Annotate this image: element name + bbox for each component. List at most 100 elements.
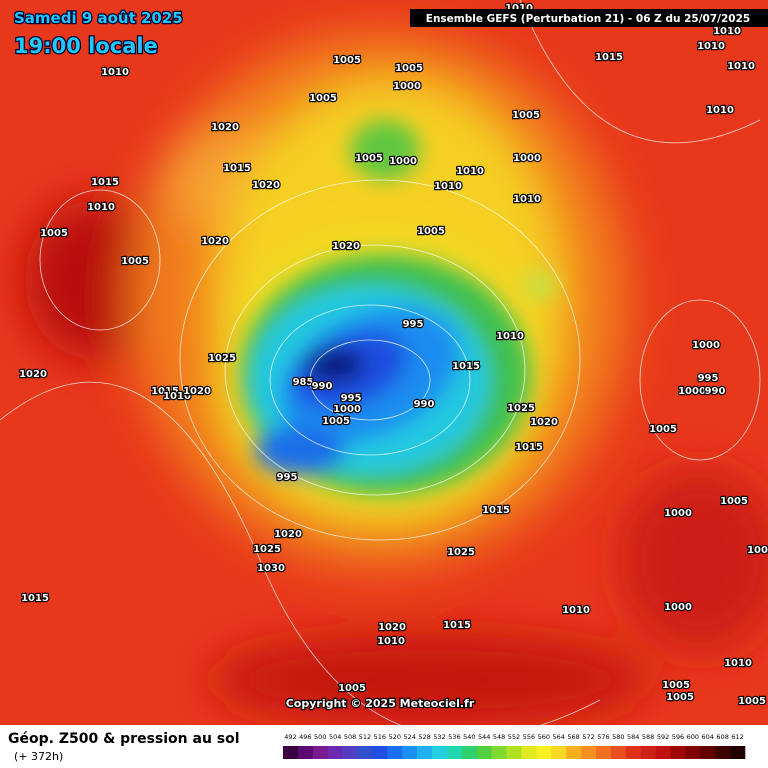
- isobar-label: 1010: [706, 105, 734, 116]
- scale-swatch: [506, 746, 522, 759]
- scale-label: 596: [672, 733, 684, 741]
- isobar-label: 1025: [208, 353, 236, 364]
- isobar-label: 995: [341, 393, 362, 404]
- scale-label: 580: [612, 733, 624, 741]
- scale-label: 612: [731, 733, 743, 741]
- scale-label: 500: [314, 733, 326, 741]
- scale-swatch: [402, 746, 418, 759]
- isobar-label: 1015: [443, 620, 471, 631]
- isobar-label: 1005: [747, 545, 768, 556]
- isobar-label: 1005: [738, 696, 766, 707]
- isobar-label: 1000: [389, 156, 417, 167]
- scale-swatch: [715, 746, 731, 759]
- scale-label: 572: [582, 733, 594, 741]
- isobar-label: 1005: [395, 63, 423, 74]
- scale-label: 544: [478, 733, 490, 741]
- scale-label: 536: [448, 733, 460, 741]
- isobar-label: 1020: [201, 236, 229, 247]
- scale-swatch: [551, 746, 567, 759]
- time: 19:00 locale: [14, 34, 158, 58]
- scale-swatch: [372, 746, 388, 759]
- isobar-label: 1000: [393, 81, 421, 92]
- isobar-label: 1010: [697, 41, 725, 52]
- color-scale: 492 496 500 504 508 512 516 520 524 528 532 536 540 5…: [283, 733, 746, 759]
- scale-swatch: [625, 746, 641, 759]
- scale-label: 540: [463, 733, 475, 741]
- isobar-label: 1020: [183, 386, 211, 397]
- isobar-label: 985: [293, 377, 314, 388]
- isobar-label: 1000: [664, 602, 692, 613]
- isobar-label: 1005: [417, 226, 445, 237]
- scale-label: 552: [508, 733, 520, 741]
- isobar-label: 1005: [338, 683, 366, 694]
- isobar-label: 1015: [91, 177, 119, 188]
- scale-swatch: [491, 746, 507, 759]
- isobar-label: 995: [403, 319, 424, 330]
- footer-lead: (+ 372h): [14, 750, 63, 763]
- isobar-label: 1005: [322, 416, 350, 427]
- run-box: [410, 9, 768, 27]
- isobar-label: 1010: [87, 202, 115, 213]
- scale-label: 592: [657, 733, 669, 741]
- isobar-label: 1005: [333, 55, 361, 66]
- scale-label: 548: [493, 733, 505, 741]
- isobar-label: 1005: [662, 680, 690, 691]
- isobar-label: 1005: [309, 93, 337, 104]
- scale-label: 532: [433, 733, 445, 741]
- date: Samedi 9 août 2025: [14, 9, 183, 27]
- scale-swatch: [417, 746, 433, 759]
- isobar-label: 1020: [252, 180, 280, 191]
- scale-label: 608: [716, 733, 728, 741]
- isobar-label: 1010: [377, 636, 405, 647]
- isobar-label: 1010: [727, 61, 755, 72]
- scale-label: 504: [329, 733, 341, 741]
- scale-swatch: [655, 746, 671, 759]
- scale-swatch: [566, 746, 582, 759]
- scale-label: 492: [284, 733, 296, 741]
- scale-label: 576: [597, 733, 609, 741]
- isobar-label: 1005: [40, 228, 68, 239]
- scale-label: 556: [523, 733, 535, 741]
- isobar-label: 1005: [649, 424, 677, 435]
- scale-label: 516: [374, 733, 386, 741]
- scale-swatch: [461, 746, 478, 759]
- scale-swatch: [446, 746, 463, 759]
- copyright: Copyright © 2025 Meteociel.fr: [286, 697, 475, 710]
- scale-swatch: [685, 746, 701, 759]
- scale-swatch: [595, 746, 612, 759]
- scale-swatch: [670, 746, 686, 759]
- isobar-label: 1025: [447, 547, 475, 558]
- scale-swatch: [297, 746, 314, 759]
- isobar-label: 1005: [121, 256, 149, 267]
- isobar-label: 1020: [211, 122, 239, 133]
- footer-title: Géop. Z500 & pression au sol: [8, 731, 240, 747]
- isobar-label: 1010: [163, 391, 191, 402]
- scale-swatch: [312, 746, 329, 759]
- isobar-label: 1005: [666, 692, 694, 703]
- scale-label: 564: [552, 733, 564, 741]
- isobar-label: 995: [698, 373, 719, 384]
- scale-swatch: [521, 746, 537, 759]
- isobar-label: 1015: [223, 163, 251, 174]
- isobar-label: 1025: [507, 403, 535, 414]
- scale-label: 604: [702, 733, 714, 741]
- isobar-label: 990: [414, 399, 435, 410]
- scale-label: 600: [687, 733, 699, 741]
- isobar-label: 1015: [151, 386, 179, 397]
- isobar-label: 1010: [713, 26, 741, 37]
- scale-label: 524: [403, 733, 415, 741]
- scale-label: 560: [538, 733, 550, 741]
- scale-swatch: [432, 746, 448, 759]
- isobar-label: 1005: [512, 110, 540, 121]
- scale-label: 496: [299, 733, 311, 741]
- isobar-labels: 1005100510001005101010101010101010101015…: [18, 2, 768, 708]
- isobar-label: 995: [277, 472, 298, 483]
- isobar-label: 1010: [513, 194, 541, 205]
- isobar-label: 1015: [515, 442, 543, 453]
- isobar-label: 1010: [724, 658, 752, 669]
- field: [0, 0, 768, 725]
- scale-swatch: [476, 746, 492, 759]
- isobar-label: 1015: [482, 505, 510, 516]
